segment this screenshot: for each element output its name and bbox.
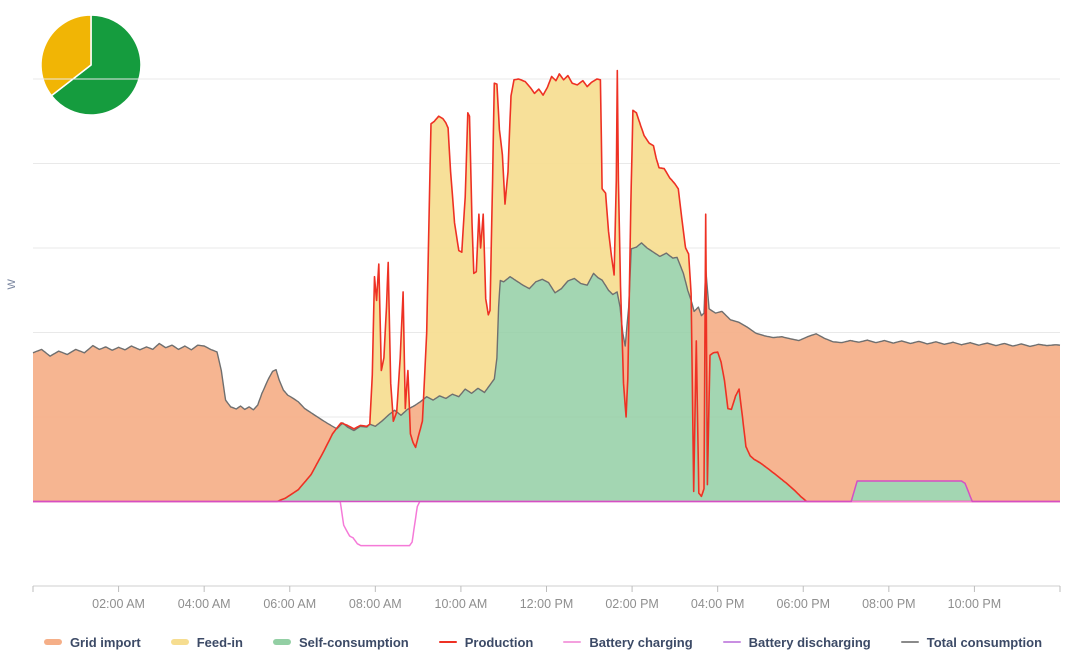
pie-slice-yellow-slice [40, 14, 92, 97]
legend-item-production[interactable]: Production [438, 634, 534, 650]
chart-legend: Grid import Feed-in Self-consumption Pro… [0, 630, 1086, 654]
battery-charging-swatch [563, 640, 582, 644]
legend-label: Battery charging [589, 634, 693, 650]
x-axis-label: 04:00 AM [178, 597, 231, 611]
legend-item-battery-discharging[interactable]: Battery discharging [722, 634, 871, 650]
self-consumption-area [33, 242, 1060, 502]
grid-import-swatch [43, 639, 62, 645]
total-consumption-line [32, 242, 1061, 432]
battery-charging-line [33, 500, 1060, 547]
production-swatch [438, 640, 457, 644]
feed-in-area [33, 70, 1060, 431]
x-axis-label: 10:00 AM [435, 597, 488, 611]
legend-item-battery-charging[interactable]: Battery charging [563, 634, 693, 650]
x-axis-label: 02:00 PM [605, 597, 659, 611]
battery-discharging-line [33, 480, 1060, 503]
x-axis-label: 10:00 PM [948, 597, 1002, 611]
legend-label: Self-consumption [298, 634, 409, 650]
power-flow-chart[interactable]: 02:00 AM 04:00 AM 06:00 AM 08:00 AM 10:00 AM… [0, 0, 1086, 628]
legend-item-total-consumption[interactable]: Total consumption [900, 634, 1043, 650]
legend-item-feed-in[interactable]: Feed-in [170, 634, 243, 650]
grid-import-area [33, 242, 1060, 502]
total-consumption-swatch [900, 640, 919, 644]
x-axis-label: 08:00 AM [349, 597, 402, 611]
x-axis-label: 06:00 PM [776, 597, 830, 611]
feed-in-swatch [170, 639, 189, 645]
x-axis-label: 08:00 PM [862, 597, 916, 611]
legend-label: Grid import [69, 634, 141, 650]
x-axis-label: 04:00 PM [691, 597, 745, 611]
legend-label: Production [464, 634, 534, 650]
pie-slice-green-slice [50, 14, 142, 116]
legend-item-self-consumption[interactable]: Self-consumption [272, 634, 409, 650]
legend-label: Feed-in [196, 634, 243, 650]
battery-discharging-swatch [722, 640, 741, 644]
legend-label: Total consumption [926, 634, 1043, 650]
pie-chart[interactable] [36, 9, 146, 121]
x-axis-label: 02:00 AM [92, 597, 145, 611]
legend-label: Battery discharging [748, 634, 871, 650]
x-axis: 02:00 AM 04:00 AM 06:00 AM 08:00 AM 10:00 AM… [32, 585, 1061, 611]
legend-item-grid-import[interactable]: Grid import [43, 634, 141, 650]
self-consumption-swatch [272, 639, 291, 645]
x-axis-label: 06:00 AM [263, 597, 316, 611]
x-axis-label: 12:00 PM [520, 597, 574, 611]
